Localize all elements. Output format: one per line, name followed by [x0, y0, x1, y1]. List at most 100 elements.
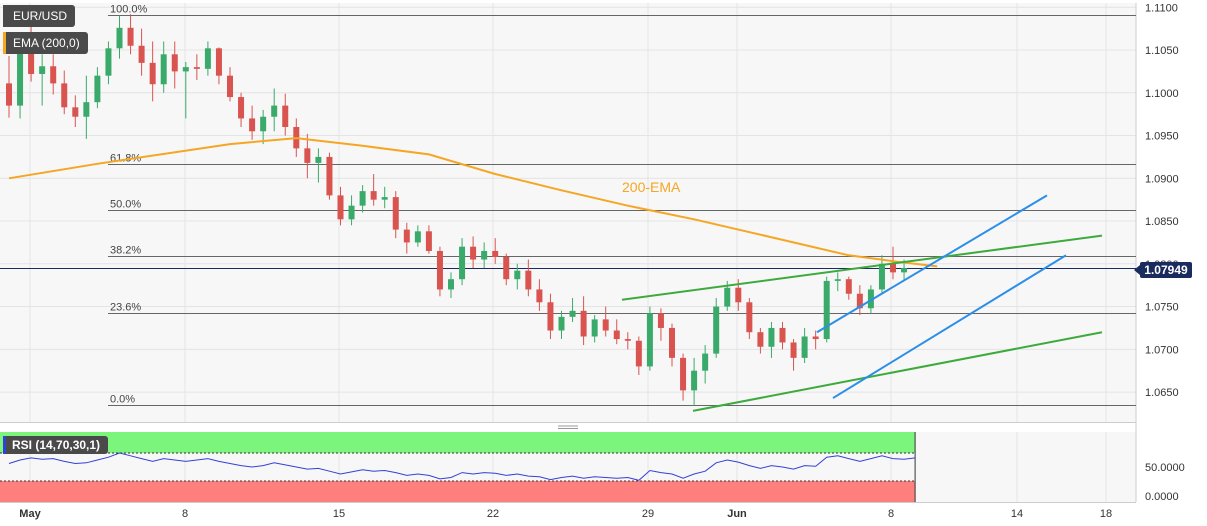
candle-body — [127, 27, 134, 46]
current-price-tag: 1.07949 — [1134, 262, 1192, 278]
candle-body — [724, 287, 731, 307]
candle-body — [613, 330, 620, 340]
rsi-line — [8, 452, 916, 481]
rsi-label: RSI (14,70,30,1) — [12, 438, 101, 452]
candle-body — [381, 197, 388, 200]
candle-body — [514, 270, 521, 280]
candle-body — [503, 256, 510, 280]
candle-body — [260, 116, 267, 132]
candle-body — [801, 336, 808, 358]
candle-body — [326, 156, 333, 196]
candle-body — [348, 205, 355, 220]
candle-body — [558, 316, 565, 331]
candle-body — [337, 195, 344, 220]
candle-body — [459, 246, 466, 280]
rsi-overbought-zone — [0, 432, 916, 453]
candle-body — [403, 229, 410, 243]
candle-body — [392, 197, 399, 230]
candle-body — [735, 287, 742, 303]
candle-body — [867, 289, 874, 309]
y-tick-label: 1.1000 — [1145, 88, 1179, 100]
candle-body — [878, 263, 885, 290]
candle-body — [72, 107, 79, 117]
y-tick-label: 1.1100 — [1145, 2, 1178, 14]
x-tick-label: 22 — [487, 508, 499, 520]
candle-body — [602, 319, 609, 331]
candle-body — [713, 306, 720, 354]
candle-body — [845, 279, 852, 294]
candle-body — [28, 51, 35, 74]
y-tick-label: 1.0950 — [1145, 131, 1179, 143]
fib-level-label: 50.0% — [110, 199, 141, 211]
candle-body — [414, 231, 421, 243]
candle-body — [116, 27, 123, 49]
ema-swatch — [3, 32, 6, 54]
candle-body — [757, 332, 764, 347]
candle-body — [547, 302, 554, 331]
rsi-oversold-zone — [0, 481, 916, 502]
symbol-label: EUR/USD — [13, 9, 68, 23]
rsi-tick-label: 50.0000 — [1145, 462, 1185, 474]
candle-body — [370, 191, 377, 200]
candle-body — [812, 336, 819, 340]
x-tick-label: 8 — [182, 508, 188, 520]
candle-body — [901, 268, 908, 273]
candle-body — [768, 327, 775, 347]
x-tick-label: Jun — [727, 508, 747, 520]
candle-body — [746, 302, 753, 333]
candle-body — [271, 105, 278, 117]
candle-body — [304, 148, 311, 163]
symbol-swatch — [3, 5, 6, 27]
candle-body — [890, 263, 896, 273]
candle-body — [215, 48, 222, 76]
rsi-legend: RSI (14,70,30,1) — [3, 436, 109, 454]
candle-body — [834, 279, 841, 281]
candle-body — [790, 342, 797, 358]
ema-label: EMA (200,0) — [13, 36, 80, 50]
x-tick-label: 29 — [642, 508, 654, 520]
green-channel-lower — [692, 331, 1103, 412]
candle-body — [149, 62, 156, 85]
rsi-tick-label: 0.0000 — [1145, 491, 1179, 503]
ema-annotation: 200-EMA — [622, 179, 681, 195]
candle-body — [702, 353, 709, 371]
symbol-legend: EUR/USD — [3, 5, 76, 27]
candle-body — [182, 67, 189, 72]
y-tick-label: 1.0850 — [1145, 216, 1179, 228]
candle-body — [6, 83, 12, 106]
fib-level-label: 0.0% — [110, 394, 135, 406]
green-channel-upper — [621, 234, 1103, 301]
candle-body — [61, 83, 68, 108]
candle-body — [138, 45, 145, 63]
candle-body — [193, 67, 200, 69]
candle-body — [591, 319, 598, 337]
ema-legend: EMA (200,0) — [3, 32, 88, 54]
y-tick-label: 1.0750 — [1145, 302, 1179, 314]
candle-body — [39, 66, 46, 74]
x-tick-label: 15 — [333, 508, 345, 520]
candle-body — [635, 340, 642, 367]
candle-body — [204, 48, 211, 69]
blue-channel-upper — [816, 194, 1048, 334]
candle-body — [525, 270, 532, 290]
candle-body — [17, 51, 24, 106]
candle-body — [227, 75, 233, 98]
candle-body — [315, 156, 322, 163]
candle-body — [470, 246, 477, 260]
main-plot-area — [0, 3, 1136, 422]
candle-body — [105, 48, 112, 76]
blue-channel-lower — [832, 254, 1067, 399]
candle-body — [83, 102, 90, 117]
fib-level-label: 38.2% — [110, 245, 141, 257]
fib-level-label: 23.6% — [110, 302, 141, 314]
candle-body — [624, 339, 631, 341]
candle-body — [669, 327, 675, 358]
y-tick-label: 1.1050 — [1145, 45, 1179, 57]
x-tick-label: 8 — [888, 508, 894, 520]
candle-body — [436, 250, 443, 290]
candle-body — [282, 105, 289, 127]
candle-body — [680, 357, 687, 391]
y-tick-label: 1.0650 — [1145, 387, 1179, 399]
candle-body — [856, 293, 863, 309]
